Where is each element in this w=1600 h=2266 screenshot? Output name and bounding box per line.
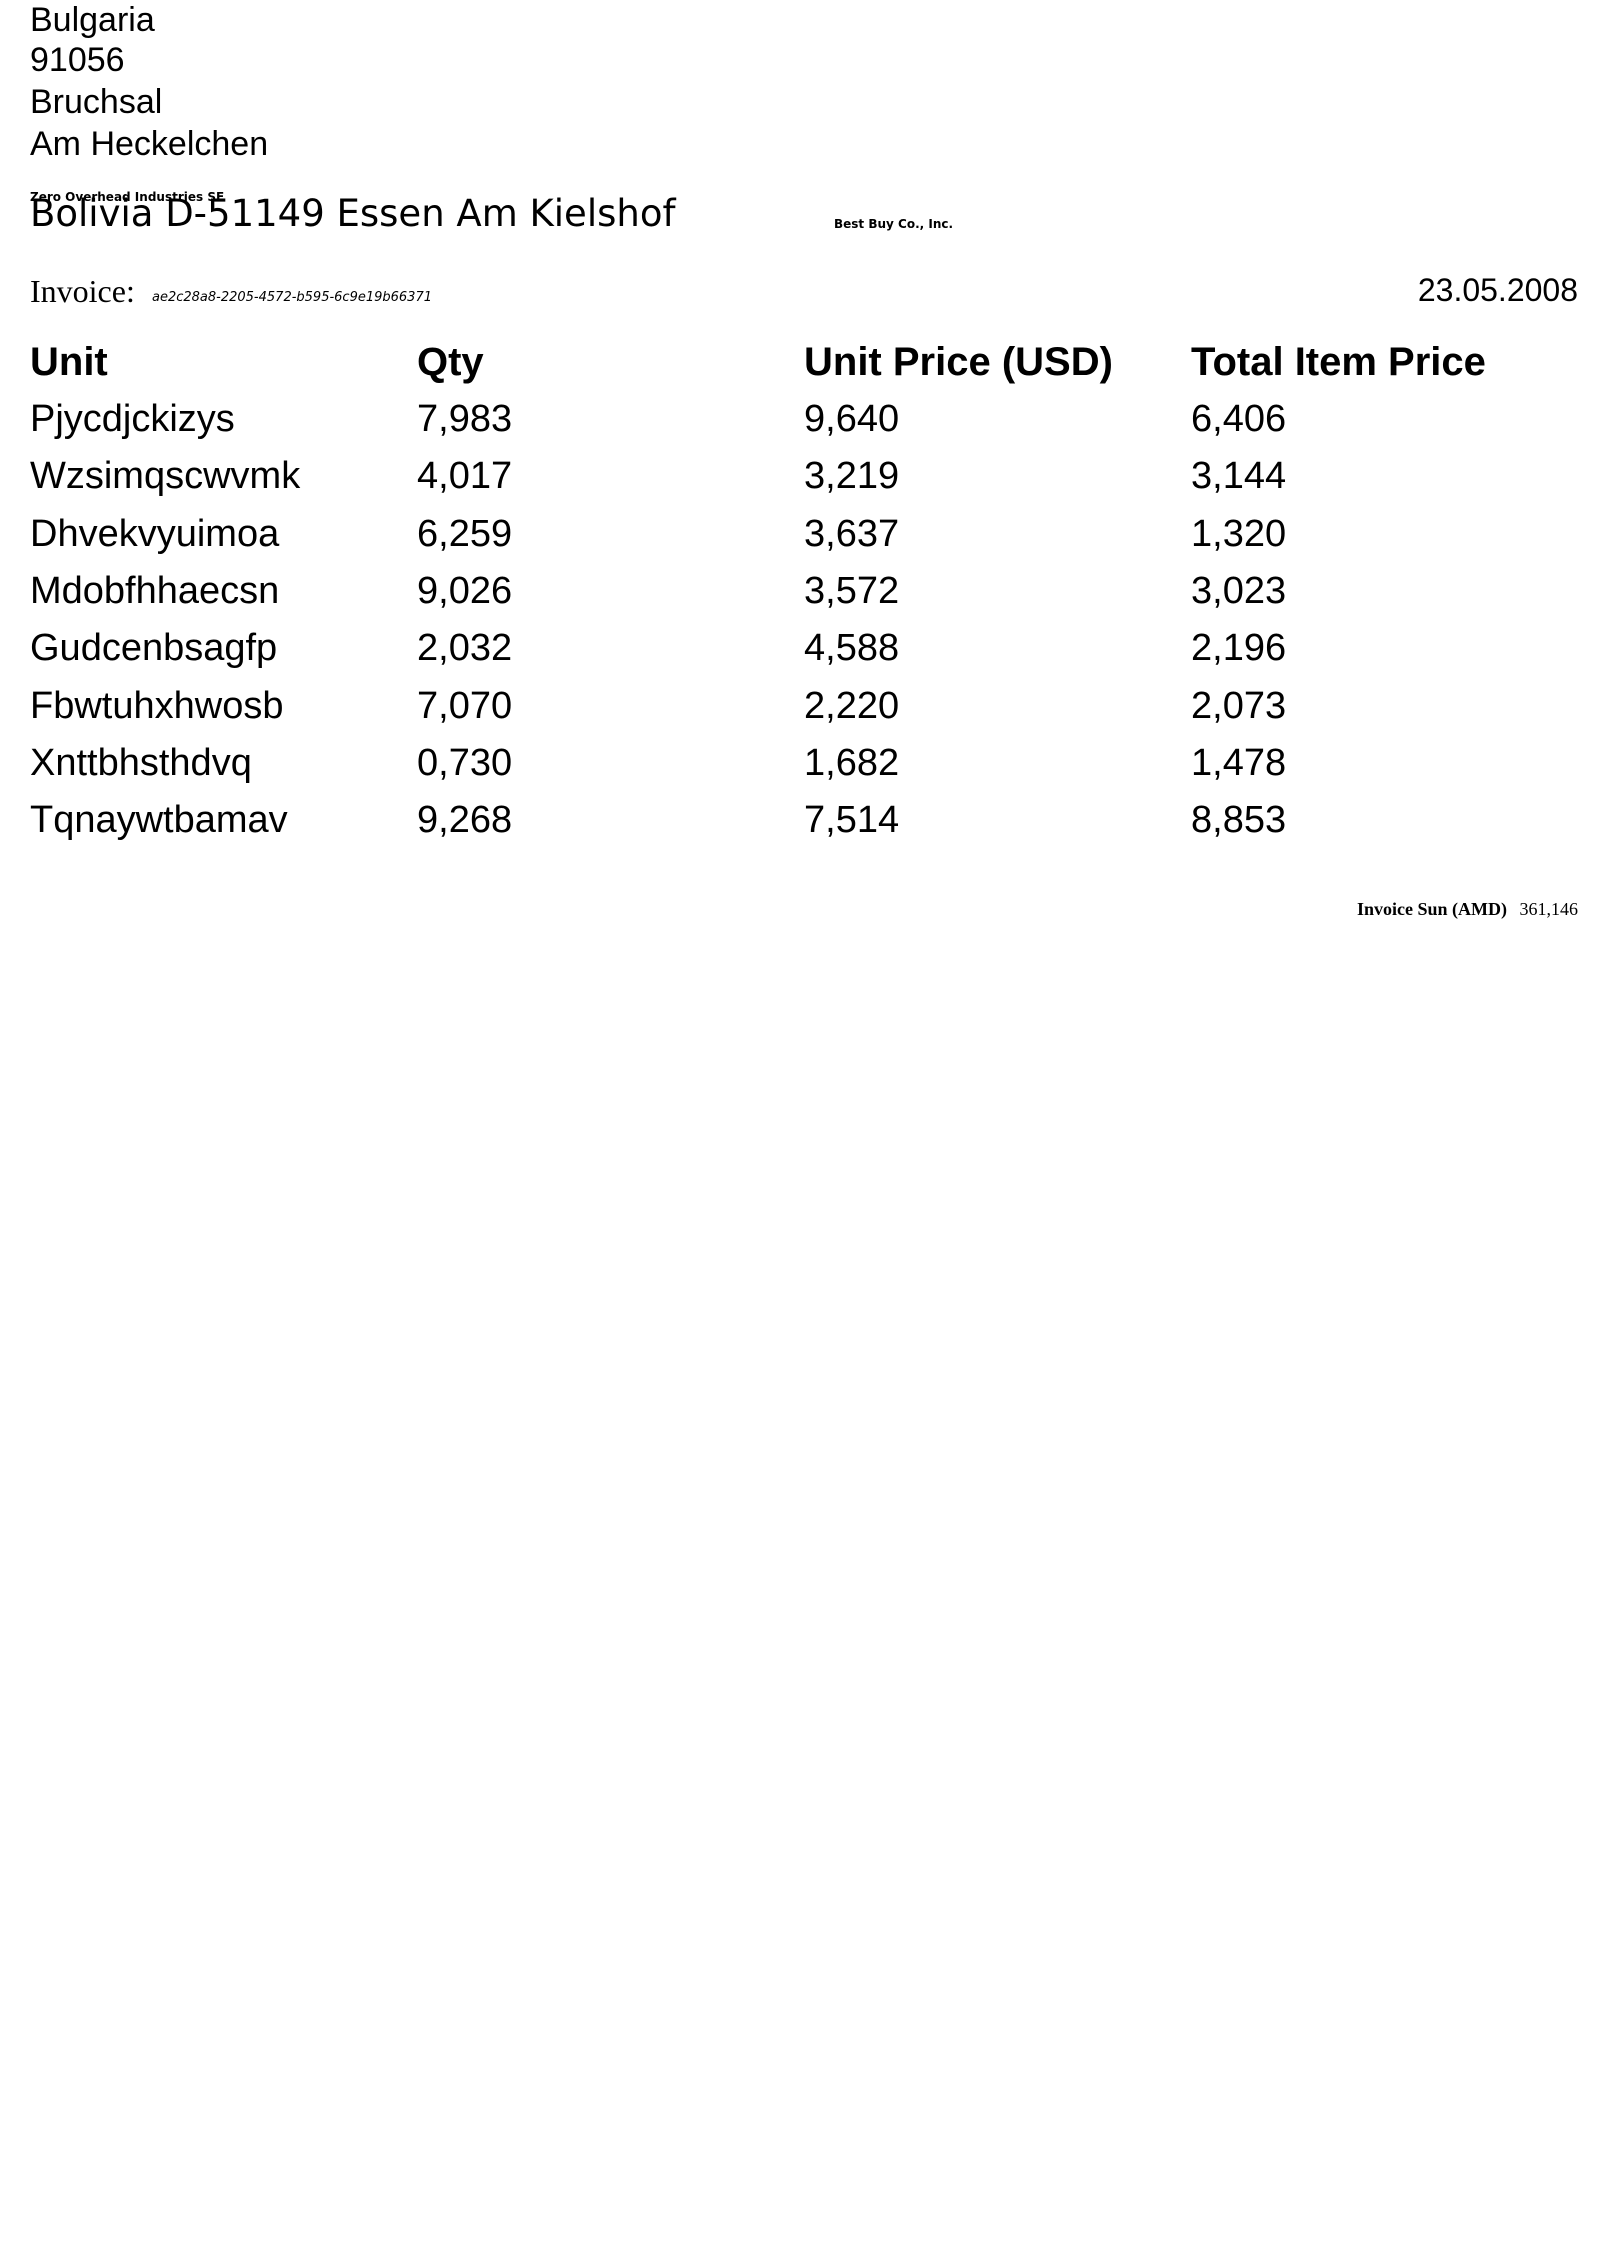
invoice-sum-value: 361,146	[1519, 899, 1579, 919]
cell-qty: 4,017	[417, 455, 513, 498]
recipient-company-name: Best Buy Co., Inc.	[834, 217, 954, 231]
invoice-label: Invoice:	[30, 273, 135, 309]
cell-unit: Gudcenbsagfp	[30, 627, 278, 670]
sender-address-line: Bolivia D-51149 Essen Am Kielshof	[30, 192, 676, 235]
cell-unit-price: 1,682	[804, 741, 900, 784]
cell-total-item-price: 8,853	[1191, 799, 1287, 842]
cell-total-item-price: 1,320	[1191, 512, 1287, 555]
cell-total-item-price: 3,144	[1191, 455, 1287, 498]
cell-unit: Pjycdjckizys	[30, 398, 235, 441]
column-header-qty: Qty	[417, 339, 484, 384]
address-city: Bruchsal	[30, 83, 163, 121]
table-row: Dhvekvyuimoa 6,259 3,637 1,320	[30, 506, 1578, 563]
cell-total-item-price: 2,196	[1191, 627, 1287, 670]
cell-unit-price: 9,640	[804, 398, 900, 441]
column-header-total-item-price: Total Item Price	[1191, 339, 1486, 384]
cell-qty: 7,070	[417, 684, 513, 727]
cell-qty: 7,983	[417, 398, 513, 441]
cell-unit-price: 3,637	[804, 512, 900, 555]
cell-total-item-price: 3,023	[1191, 570, 1287, 613]
cell-qty: 9,268	[417, 799, 513, 842]
cell-unit-price: 2,220	[804, 684, 900, 727]
cell-unit: Wzsimqscwvmk	[30, 455, 301, 498]
sender-company-name: Zero Overhead Industries SE	[30, 190, 225, 204]
cell-total-item-price: 6,406	[1191, 398, 1287, 441]
column-header-unit: Unit	[30, 339, 108, 384]
cell-unit: Dhvekvyuimoa	[30, 512, 280, 555]
column-header-unit-price: Unit Price (USD)	[804, 339, 1113, 384]
address-postcode: 91056	[30, 41, 125, 79]
table-row: Xnttbhsthdvq 0,730 1,682 1,478	[30, 735, 1578, 792]
cell-qty: 2,032	[417, 627, 513, 670]
cell-total-item-price: 1,478	[1191, 741, 1287, 784]
invoice-id: ae2c28a8-2205-4572-b595-6c9e19b66371	[152, 290, 432, 305]
address-street: Am Heckelchen	[30, 125, 269, 163]
cell-total-item-price: 2,073	[1191, 684, 1287, 727]
table-row: Wzsimqscwvmk 4,017 3,219 3,144	[30, 448, 1578, 505]
cell-unit: Fbwtuhxhwosb	[30, 684, 284, 727]
address-country: Bulgaria	[30, 1, 155, 39]
cell-qty: 9,026	[417, 570, 513, 613]
table-row: Tqnaywtbamav 9,268 7,514 8,853	[30, 792, 1578, 849]
cell-unit-price: 7,514	[804, 799, 900, 842]
invoice-date: 23.05.2008	[1417, 272, 1578, 308]
table-row: Fbwtuhxhwosb 7,070 2,220 2,073	[30, 677, 1578, 734]
invoice-sum-label: Invoice Sun (AMD)	[1356, 899, 1507, 919]
line-items-table: Unit Qty Unit Price (USD) Total Item Pri…	[30, 333, 1578, 849]
cell-qty: 0,730	[417, 741, 513, 784]
cell-unit: Tqnaywtbamav	[30, 799, 288, 842]
cell-unit-price: 3,572	[804, 570, 900, 613]
cell-unit-price: 4,588	[804, 627, 900, 670]
table-row: Pjycdjckizys 7,983 9,640 6,406	[30, 391, 1578, 448]
cell-unit-price: 3,219	[804, 455, 900, 498]
cell-qty: 6,259	[417, 512, 513, 555]
cell-unit: Mdobfhhaecsn	[30, 570, 280, 613]
table-row: Mdobfhhaecsn 9,026 3,572 3,023	[30, 563, 1578, 620]
table-header-row: Unit Qty Unit Price (USD) Total Item Pri…	[30, 333, 1578, 391]
invoice-sum: Invoice Sun (AMD) 361,146	[1357, 898, 1578, 920]
table-row: Gudcenbsagfp 2,032 4,588 2,196	[30, 620, 1578, 677]
cell-unit: Xnttbhsthdvq	[30, 741, 252, 784]
